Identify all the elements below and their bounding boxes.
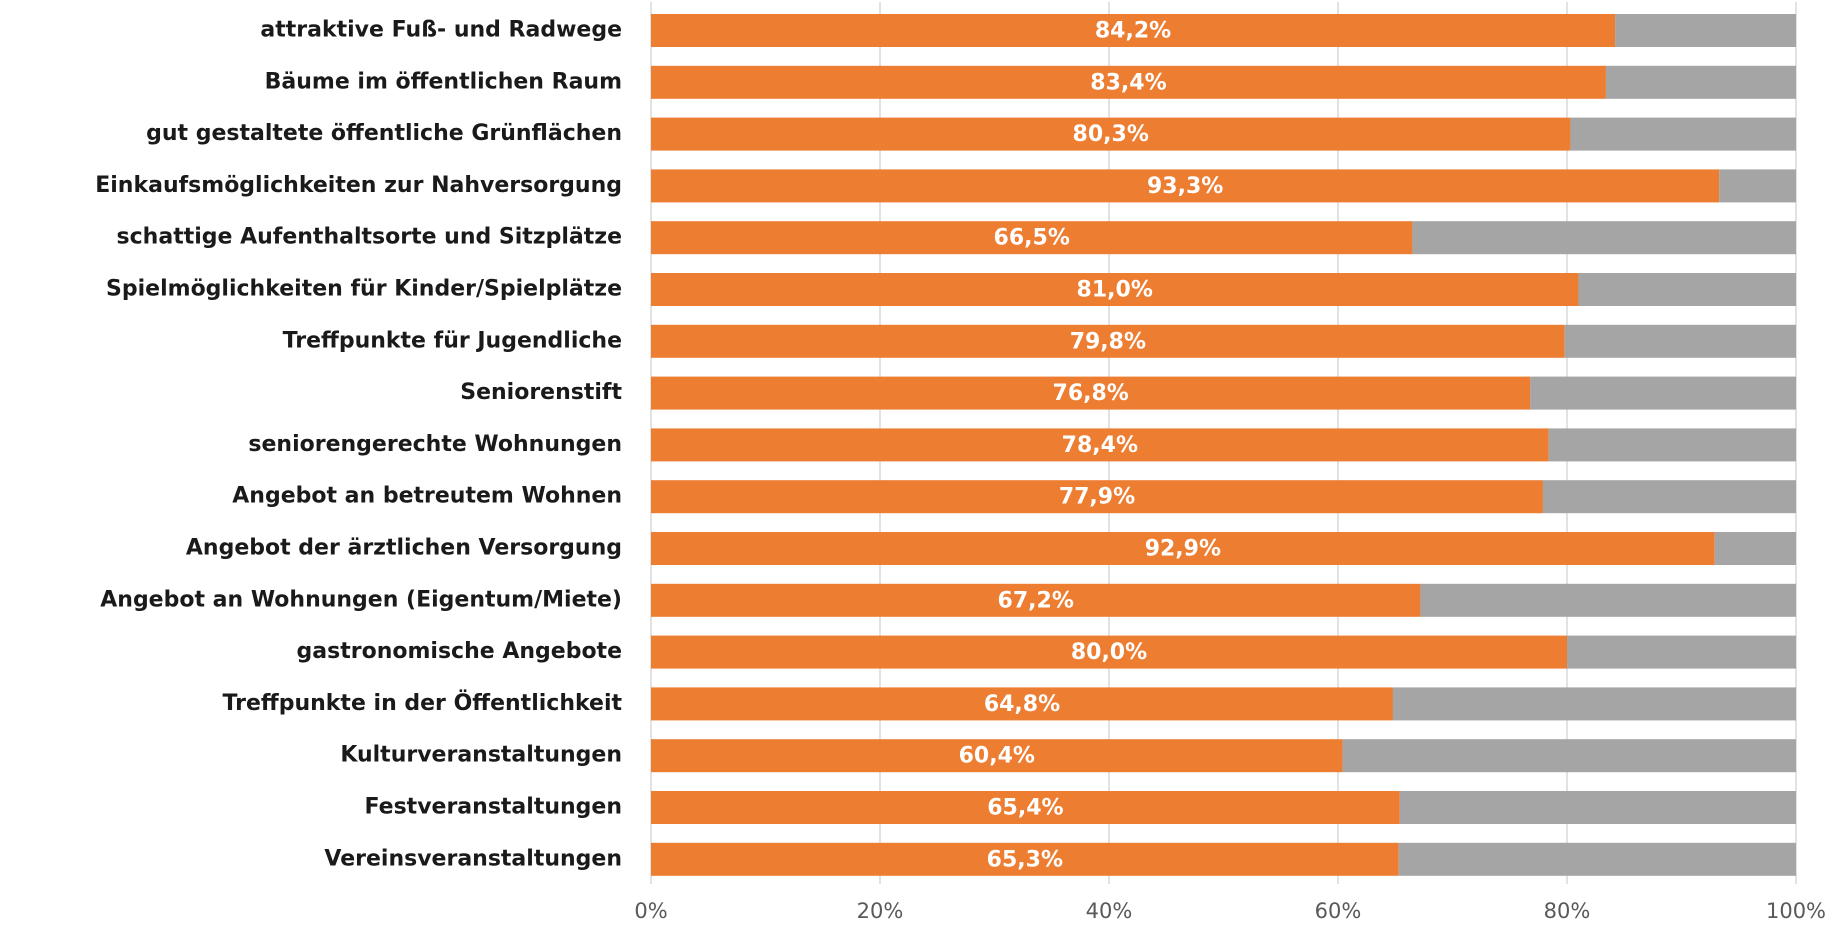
data-label: 78,4% bbox=[1062, 433, 1138, 458]
bar-segment bbox=[1342, 739, 1796, 773]
category-label: gastronomische Angebote bbox=[297, 639, 622, 664]
data-label: 81,0% bbox=[1077, 278, 1153, 303]
bar-segment bbox=[651, 635, 1567, 669]
bar-segment bbox=[651, 739, 1343, 773]
data-label: 83,4% bbox=[1090, 70, 1166, 95]
bar-segment bbox=[651, 791, 1400, 824]
bar-segment bbox=[1564, 324, 1796, 358]
category-label: schattige Aufenthaltsorte und Sitzplätze bbox=[117, 225, 622, 250]
category-label: Spielmöglichkeiten für Kinder/Spielplätz… bbox=[106, 277, 622, 302]
category-label: Bäume im öffentlichen Raum bbox=[265, 69, 622, 94]
x-tick-label: 80% bbox=[1544, 899, 1591, 923]
data-label: 80,3% bbox=[1073, 122, 1149, 147]
data-label: 93,3% bbox=[1147, 174, 1223, 199]
x-tick-label: 100% bbox=[1766, 899, 1826, 923]
category-label: Festveranstaltungen bbox=[365, 795, 622, 820]
category-label: Angebot an betreutem Wohnen bbox=[232, 484, 622, 509]
data-label: 79,8% bbox=[1070, 329, 1146, 354]
bar-segment bbox=[1392, 687, 1796, 721]
category-label: seniorengerechte Wohnungen bbox=[248, 432, 622, 457]
bar-segment bbox=[1578, 273, 1796, 306]
bar-segment bbox=[1605, 65, 1796, 99]
bar-segment bbox=[651, 583, 1421, 617]
x-tick-label: 60% bbox=[1315, 899, 1362, 923]
bar-segment bbox=[651, 169, 1720, 203]
bar-segment bbox=[1570, 117, 1796, 151]
bar-segment bbox=[651, 532, 1715, 565]
category-label: Kulturveranstaltungen bbox=[340, 743, 622, 768]
data-label: 65,4% bbox=[987, 796, 1063, 821]
bar-segment bbox=[1548, 428, 1796, 462]
bar-segment bbox=[1398, 842, 1796, 876]
category-label: Einkaufsmöglichkeiten zur Nahversorgung bbox=[95, 173, 622, 198]
bar-segment bbox=[1412, 221, 1796, 255]
bar-segment bbox=[651, 221, 1413, 255]
bar-segment bbox=[1719, 169, 1796, 203]
bar-segment bbox=[651, 428, 1549, 462]
data-label: 64,8% bbox=[984, 692, 1060, 717]
category-label: Angebot der ärztlichen Versorgung bbox=[186, 536, 622, 561]
x-tick-label: 0% bbox=[634, 899, 667, 923]
bar-segment bbox=[651, 480, 1543, 514]
category-label: attraktive Fuß- und Radwege bbox=[260, 18, 622, 43]
category-label: Vereinsveranstaltungen bbox=[324, 846, 622, 871]
data-label: 77,9% bbox=[1059, 485, 1135, 510]
data-label: 66,5% bbox=[994, 226, 1070, 251]
category-label: Treffpunkte für Jugendliche bbox=[283, 328, 622, 353]
category-label: Seniorenstift bbox=[460, 380, 622, 405]
bar-segment bbox=[651, 842, 1399, 876]
bar-segment bbox=[651, 324, 1565, 358]
bar-segment bbox=[651, 14, 1616, 47]
bar-segment bbox=[1420, 583, 1796, 617]
data-label: 76,8% bbox=[1053, 381, 1129, 406]
category-label: gut gestaltete öffentliche Grünflächen bbox=[146, 121, 622, 146]
bar-segment bbox=[1530, 376, 1796, 410]
bar-segment bbox=[651, 687, 1393, 721]
data-label: 67,2% bbox=[998, 588, 1074, 613]
bar-segment bbox=[1399, 791, 1796, 824]
data-label: 92,9% bbox=[1145, 537, 1221, 562]
bar-segment bbox=[651, 117, 1571, 151]
category-label: Angebot an Wohnungen (Eigentum/Miete) bbox=[100, 587, 622, 612]
data-label: 84,2% bbox=[1095, 19, 1171, 44]
bar-segment bbox=[1542, 480, 1796, 514]
data-label: 80,0% bbox=[1071, 640, 1147, 665]
bar-segment bbox=[651, 65, 1606, 99]
bar-segment bbox=[1714, 532, 1796, 565]
bar-segment bbox=[651, 376, 1531, 410]
bar-segment bbox=[651, 273, 1579, 306]
category-label: Treffpunkte in der Öffentlichkeit bbox=[223, 690, 623, 716]
data-label: 65,3% bbox=[987, 847, 1063, 872]
bar-segment bbox=[1567, 635, 1796, 669]
x-tick-label: 20% bbox=[857, 899, 904, 923]
data-label: 60,4% bbox=[959, 744, 1035, 769]
bar-segment bbox=[1615, 14, 1796, 47]
x-tick-label: 40% bbox=[1086, 899, 1133, 923]
